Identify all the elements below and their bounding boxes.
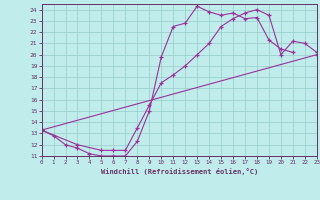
X-axis label: Windchill (Refroidissement éolien,°C): Windchill (Refroidissement éolien,°C) — [100, 168, 258, 175]
